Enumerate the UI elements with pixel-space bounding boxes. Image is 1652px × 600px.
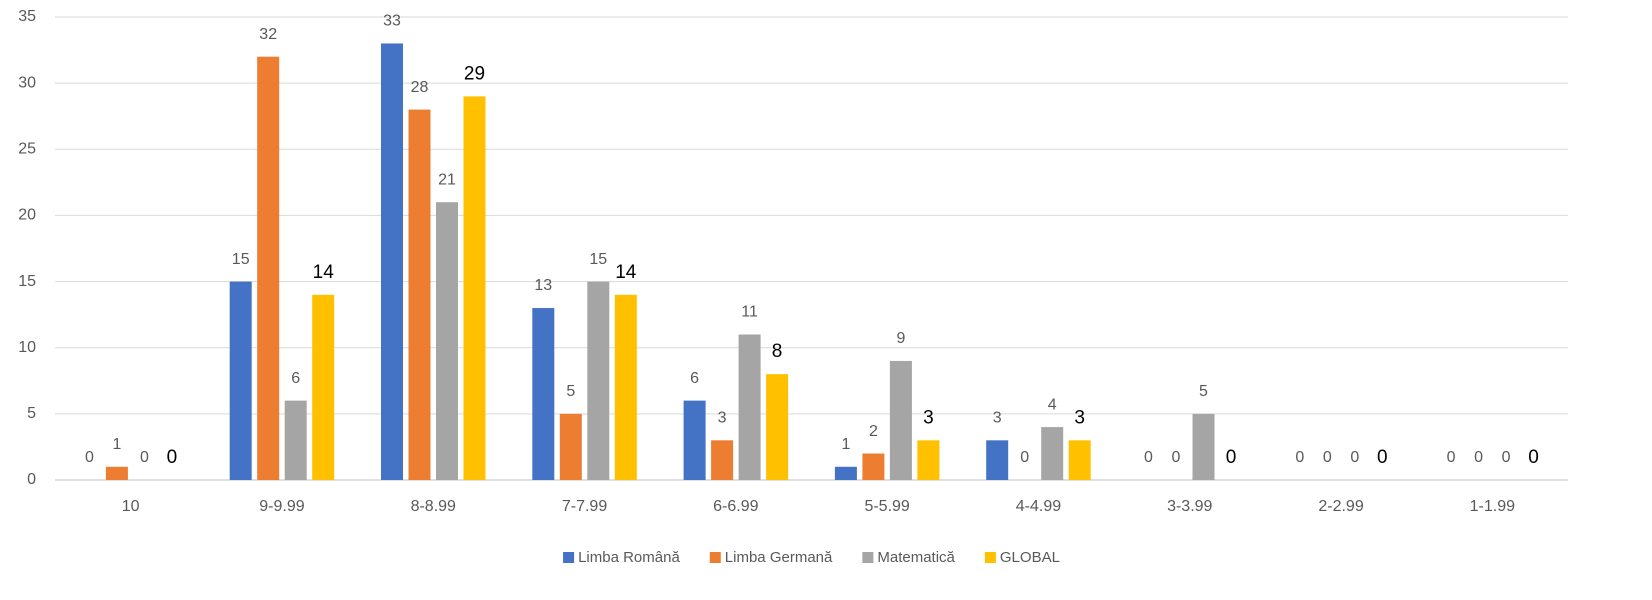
value-label: 29 [464,63,485,84]
bar [587,281,610,480]
value-label: 6 [690,370,699,387]
value-label: 14 [313,262,335,283]
x-tick-label: 5-5.99 [864,498,909,515]
bar [229,281,252,480]
value-label: 3 [923,407,934,428]
bar [711,440,734,480]
value-label: 0 [1144,449,1153,466]
value-label: 15 [232,251,250,268]
bar [917,440,940,480]
legend-label: Matematică [877,549,955,566]
bar [1192,413,1215,480]
value-label: 9 [896,330,905,347]
legend-swatch [563,552,575,563]
value-label: 14 [615,262,637,283]
value-label: 1 [841,436,850,453]
x-tick-label: 9-9.99 [259,498,304,515]
bar [766,374,789,480]
x-tick-label: 6-6.99 [713,498,758,515]
y-tick-label: 35 [18,8,36,25]
bar [889,360,912,480]
value-label: 0 [1377,447,1388,468]
bar [738,334,761,480]
value-label: 0 [1474,449,1483,466]
value-label: 0 [1226,447,1237,468]
value-label: 0 [85,449,94,466]
value-label: 2 [869,423,878,440]
x-tick-label: 8-8.99 [411,498,456,515]
bar [381,43,403,480]
value-label: 0 [167,447,178,468]
y-tick-label: 20 [18,207,36,224]
x-tick-label: 1-1.99 [1470,498,1515,515]
y-tick-label: 30 [18,74,36,91]
legend-swatch [984,552,996,563]
value-label: 11 [741,304,758,321]
value-label: 0 [140,449,149,466]
y-tick-label: 15 [18,273,36,290]
value-label: 0 [1323,449,1332,466]
bar [986,440,1009,480]
bar [408,109,431,480]
legend-label: GLOBAL [1000,549,1060,566]
y-tick-label: 5 [27,405,36,422]
value-label: 0 [1447,449,1456,466]
bar [436,202,458,480]
value-label: 6 [291,370,300,387]
value-label: 0 [1295,449,1304,466]
x-tick-label: 7-7.99 [562,498,607,515]
legend-swatch [709,552,721,563]
value-label: 28 [411,79,429,96]
value-label: 13 [534,277,552,294]
value-label: 32 [259,26,277,43]
x-tick-label: 3-3.99 [1167,498,1212,515]
x-tick-label: 10 [122,498,140,515]
value-label: 21 [438,171,456,188]
y-tick-label: 0 [27,471,36,488]
bar [312,294,335,480]
value-label: 0 [1502,449,1511,466]
bar [614,294,637,480]
bar [1041,427,1064,480]
value-label: 4 [1048,396,1057,413]
value-label: 0 [1172,449,1181,466]
y-tick-label: 10 [18,339,36,356]
legend-label: Limba Română [578,549,680,566]
y-tick-label: 25 [18,141,36,158]
bar [862,453,885,480]
value-label: 33 [383,13,401,30]
bar [559,413,582,480]
x-tick-label: 2-2.99 [1318,498,1363,515]
value-label: 0 [1020,449,1029,466]
bar [284,400,307,480]
bar [257,56,280,480]
bar [105,466,128,480]
value-label: 8 [772,341,783,362]
bar [1068,440,1091,480]
value-label: 3 [993,410,1002,427]
legend-swatch [862,552,874,563]
value-label: 3 [1074,407,1085,428]
value-label: 5 [1199,383,1208,400]
legend-label: Limba Germană [725,549,833,566]
value-label: 0 [1350,449,1359,466]
bar [834,466,857,480]
bar [532,308,555,480]
bar [683,400,706,480]
value-label: 5 [566,383,575,400]
value-label: 15 [589,251,607,268]
value-label: 0 [1528,447,1539,468]
value-label: 1 [112,436,121,453]
x-tick-label: 4-4.99 [1016,498,1061,515]
bar [463,96,486,480]
value-label: 3 [718,410,727,427]
